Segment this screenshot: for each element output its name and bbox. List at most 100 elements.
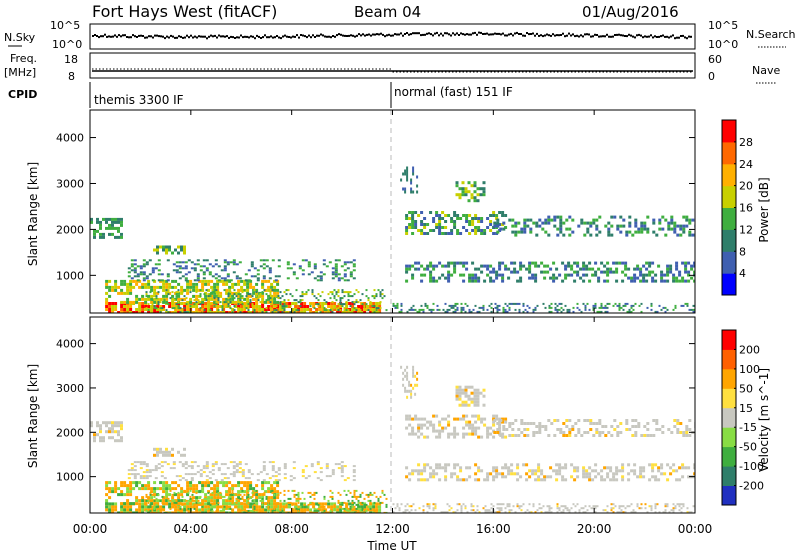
heatmap-cell xyxy=(229,473,233,476)
heatmap-cell xyxy=(307,263,311,266)
heatmap-cell xyxy=(477,279,481,283)
heatmap-cell xyxy=(568,310,571,313)
heatmap-cell xyxy=(133,461,137,464)
heatmap-cell xyxy=(357,305,361,308)
heatmap-cell xyxy=(450,306,453,309)
heatmap-cell xyxy=(630,310,633,313)
heatmap-cell xyxy=(473,400,477,404)
heatmap-cell xyxy=(150,487,154,491)
heatmap-cell xyxy=(228,505,232,509)
heatmap-cell xyxy=(192,496,196,500)
heatmap-cell xyxy=(255,293,258,296)
heatmap-cell xyxy=(504,466,508,470)
heatmap-cell xyxy=(223,505,226,508)
heatmap-cell xyxy=(247,469,251,472)
heatmap-cell xyxy=(402,377,405,381)
heatmap-cell xyxy=(462,414,466,418)
heatmap-cell xyxy=(210,496,214,500)
heatmap-cell xyxy=(532,505,535,508)
heatmap-cell xyxy=(243,484,247,488)
heatmap-cell xyxy=(277,469,281,472)
heatmap-cell xyxy=(678,270,682,274)
heatmap-cell xyxy=(584,304,587,307)
nsky-point xyxy=(628,33,630,36)
heatmap-cell xyxy=(177,245,180,249)
heatmap-cell xyxy=(349,505,352,508)
heatmap-cell xyxy=(375,309,378,312)
heatmap-cell xyxy=(488,509,491,512)
heatmap-cell xyxy=(177,511,181,513)
heatmap-cell xyxy=(532,431,536,434)
nsky-point xyxy=(632,35,634,38)
heatmap-cell xyxy=(603,466,607,470)
heatmap-cell xyxy=(691,233,695,237)
nsky-point xyxy=(450,34,452,37)
heatmap-cell xyxy=(546,511,549,513)
heatmap-cell xyxy=(298,267,302,270)
heatmap-cell xyxy=(304,465,308,468)
heatmap-cell xyxy=(186,305,190,308)
heatmap-cell xyxy=(498,426,502,430)
heatmap-cell xyxy=(177,305,180,308)
heatmap-cell xyxy=(621,463,625,467)
heatmap-cell xyxy=(468,475,472,479)
heatmap-cell xyxy=(470,193,474,197)
heatmap-cell xyxy=(208,263,212,266)
heatmap-cell xyxy=(687,475,691,479)
heatmap-cell xyxy=(626,505,629,508)
heatmap-cell xyxy=(420,469,424,473)
heatmap-cell xyxy=(351,501,354,504)
heatmap-cell xyxy=(253,491,256,494)
heatmap-cell xyxy=(438,478,442,482)
heatmap-cell xyxy=(127,477,131,480)
heatmap-cell xyxy=(126,308,130,311)
heatmap-cell xyxy=(114,424,117,428)
heatmap-cell xyxy=(467,199,471,203)
heatmap-cell xyxy=(189,495,192,498)
heatmap-cell xyxy=(606,279,610,283)
heatmap-cell xyxy=(519,261,523,265)
heatmap-cell xyxy=(127,267,131,270)
heatmap-cell xyxy=(328,475,332,478)
heatmap-cell xyxy=(607,431,611,434)
heatmap-cell xyxy=(470,184,474,188)
heatmap-cell xyxy=(321,305,325,308)
heatmap-cell xyxy=(520,422,524,425)
nsky-point xyxy=(570,34,572,37)
colorbar-segment xyxy=(722,388,736,409)
heatmap-cell xyxy=(477,229,481,232)
heatmap-cell xyxy=(193,461,197,464)
heatmap-cell xyxy=(634,218,638,222)
heatmap-cell xyxy=(262,263,266,266)
heatmap-cell xyxy=(255,495,258,498)
heatmap-cell xyxy=(229,261,233,264)
heatmap-cell xyxy=(432,217,436,220)
heatmap-cell xyxy=(339,493,342,496)
heatmap-cell xyxy=(177,301,180,304)
heatmap-cell xyxy=(156,487,160,491)
heatmap-cell xyxy=(161,507,164,510)
heatmap-cell xyxy=(117,291,121,295)
heatmap-cell xyxy=(348,502,352,506)
heatmap-cell xyxy=(337,295,340,298)
heatmap-cell xyxy=(291,503,294,506)
heatmap-cell xyxy=(270,496,274,500)
heatmap-cell xyxy=(420,417,424,421)
heatmap-cell xyxy=(434,503,437,506)
heatmap-cell xyxy=(299,295,302,298)
heatmap-cell xyxy=(420,273,424,277)
heatmap-cell xyxy=(167,291,170,294)
heatmap-cell xyxy=(459,417,463,421)
heatmap-cell xyxy=(514,221,518,225)
heatmap-cell xyxy=(335,293,338,296)
heatmap-cell xyxy=(285,311,289,313)
heatmap-cell xyxy=(277,473,281,476)
heatmap-cell xyxy=(111,311,115,313)
heatmap-cell xyxy=(204,308,208,311)
heatmap-cell xyxy=(329,495,332,498)
heatmap-cell xyxy=(606,505,609,508)
heatmap-cell xyxy=(237,303,240,306)
heatmap-cell xyxy=(157,273,161,276)
heatmap-cell xyxy=(482,181,486,185)
heatmap-cell xyxy=(595,422,599,425)
